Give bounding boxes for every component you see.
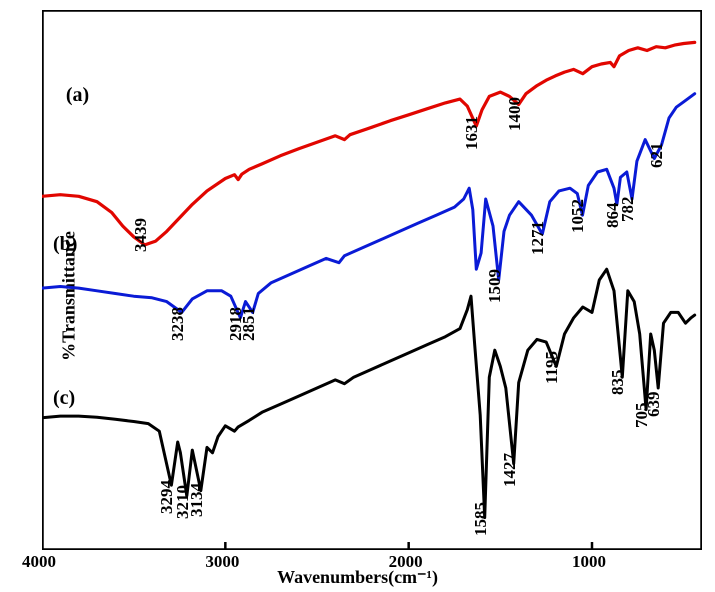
- peak-c-1585: 1585: [471, 502, 491, 536]
- ftir-chart: %Transmittance Wavenumbers(cm⁻¹) 4000300…: [0, 0, 715, 592]
- series-label-a: (a): [66, 84, 89, 107]
- peak-a-1631: 1631: [462, 116, 482, 150]
- peak-c-1427: 1427: [500, 453, 520, 487]
- series-label-c: (c): [53, 387, 75, 410]
- plot-area: [42, 10, 702, 550]
- peak-b-1509: 1509: [485, 269, 505, 303]
- peak-c-639: 639: [644, 391, 664, 417]
- peak-c-835: 835: [608, 370, 628, 396]
- peak-b-3238: 3238: [168, 307, 188, 341]
- series-c: [42, 269, 695, 517]
- series-a: [42, 42, 695, 245]
- peak-a-3439: 3439: [131, 218, 151, 252]
- peak-c-3134: 3134: [187, 483, 207, 517]
- peak-b-2851: 2851: [239, 307, 259, 341]
- xtick-1000: 1000: [572, 552, 606, 572]
- peak-b-1052: 1052: [568, 199, 588, 233]
- peak-c-1195: 1195: [542, 351, 562, 384]
- peak-b-782: 782: [618, 197, 638, 223]
- peak-a-1400: 1400: [505, 97, 525, 131]
- xtick-4000: 4000: [22, 552, 56, 572]
- x-axis-label: Wavenumbers(cm⁻¹): [0, 567, 715, 588]
- xtick-3000: 3000: [205, 552, 239, 572]
- series-label-b: (b): [53, 233, 77, 256]
- xtick-2000: 2000: [389, 552, 423, 572]
- peak-b-621: 621: [647, 143, 667, 169]
- peak-b-1271: 1271: [528, 221, 548, 255]
